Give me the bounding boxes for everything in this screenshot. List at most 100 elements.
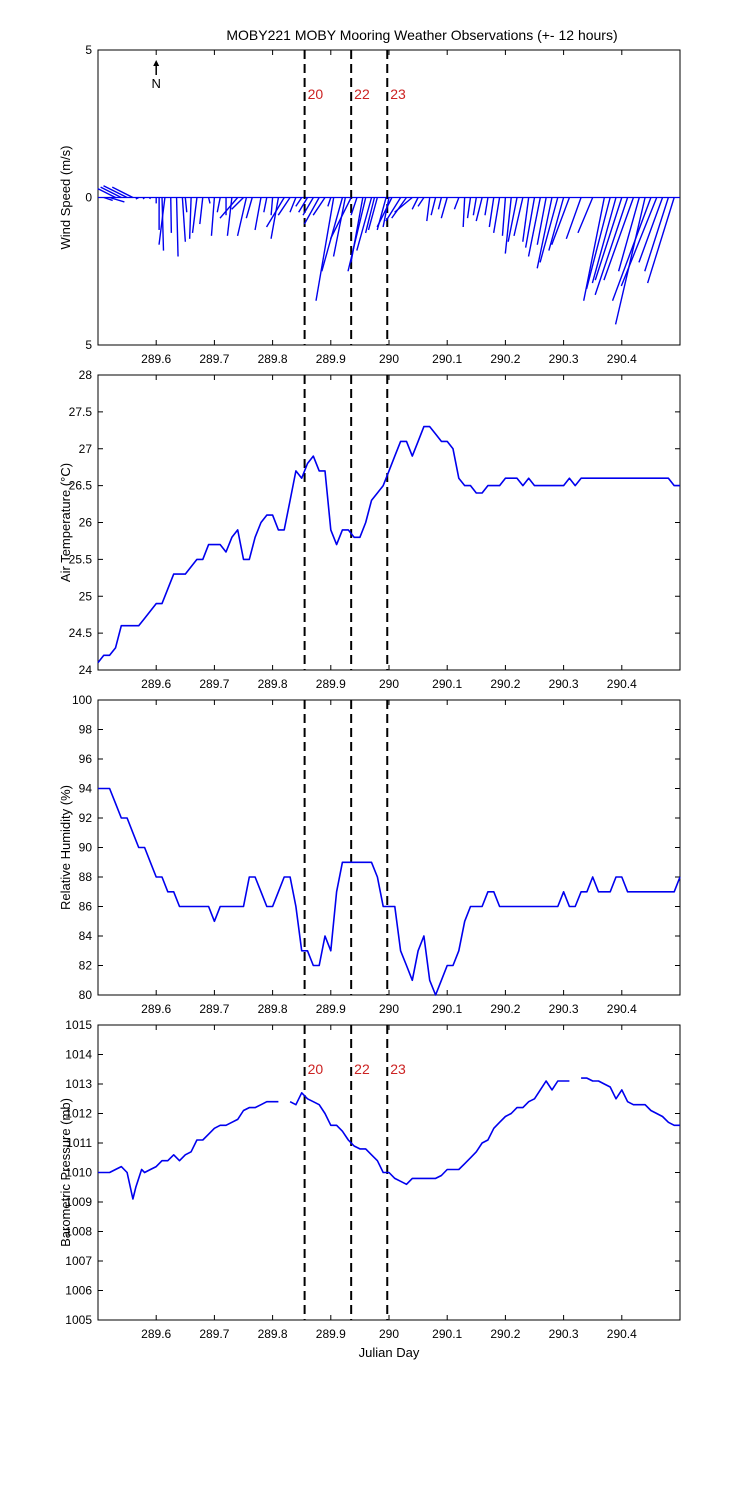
event-marker-label: 20 <box>308 86 324 102</box>
y-axis-label: Relative Humidity (%) <box>58 785 73 910</box>
wind-vector <box>207 197 211 204</box>
x-tick-label: 290.1 <box>432 352 462 366</box>
y-tick-label: 1015 <box>65 1018 92 1032</box>
wind-vector <box>315 197 335 301</box>
wind-vector <box>142 197 146 200</box>
plot-frame <box>97 374 681 671</box>
wind-vector <box>312 197 326 216</box>
wind-vector <box>594 197 629 296</box>
wind-vector <box>236 197 248 237</box>
wind-vector <box>513 197 524 237</box>
event-marker-label: 20 <box>308 1061 324 1077</box>
wind-vector <box>364 197 376 234</box>
wind-vector <box>210 197 216 236</box>
wind-vector <box>551 197 571 245</box>
wind-vector <box>466 197 472 219</box>
x-tick-label: 289.8 <box>258 677 288 691</box>
wind-vector <box>103 196 113 202</box>
wind-vector <box>536 197 547 245</box>
wind-vector <box>216 197 221 213</box>
wind-vector <box>158 197 166 245</box>
x-tick-label: 290.2 <box>490 1002 520 1016</box>
series-line <box>289 1080 570 1186</box>
y-tick-label: 27.5 <box>69 405 93 419</box>
wind-vector <box>472 197 477 216</box>
wind-vector <box>226 197 233 236</box>
y-tick-label: 88 <box>79 870 93 884</box>
x-tick-label: 290.3 <box>549 677 579 691</box>
y-tick-label: 90 <box>79 841 93 855</box>
wind-vector <box>170 197 173 233</box>
x-tick-label: 289.9 <box>316 1327 346 1341</box>
y-tick-label: 26 <box>79 516 93 530</box>
wind-vector <box>97 188 116 199</box>
wind-vector <box>501 197 507 236</box>
north-label: N <box>152 76 161 91</box>
x-tick-label: 290.2 <box>490 677 520 691</box>
wind-vector <box>488 197 495 228</box>
x-tick-label: 289.7 <box>199 1002 229 1016</box>
wind-vector <box>332 197 347 257</box>
y-tick-label: 27 <box>79 442 93 456</box>
wind-vector <box>327 197 332 207</box>
wind-vector <box>382 197 390 228</box>
y-tick-label: 1010 <box>65 1166 92 1180</box>
x-tick-label: 289.9 <box>316 1002 346 1016</box>
y-tick-label: 26.5 <box>69 479 93 493</box>
wind-vector <box>298 197 309 213</box>
wind-vector <box>646 197 675 284</box>
wind-vector <box>289 197 297 213</box>
wind-vector <box>385 197 402 222</box>
wind-vector <box>270 197 274 216</box>
wind-vector <box>437 197 443 210</box>
y-tick-label: 1007 <box>65 1254 92 1268</box>
series-line <box>581 1077 680 1127</box>
y-tick-label: 94 <box>79 782 93 796</box>
wind-vector <box>161 197 165 251</box>
y-tick-label: 1005 <box>65 1313 92 1327</box>
y-tick-label: 24.5 <box>69 626 93 640</box>
relative-humidity-panel: 289.6 289.7 289.8 289.9 290 290.1 290.2 290.3 29… <box>58 693 681 1016</box>
wind-vector <box>585 197 611 290</box>
series-line <box>98 1100 279 1200</box>
y-tick-label: 25.5 <box>69 552 93 566</box>
wind-vector <box>504 197 512 254</box>
wind-vector <box>453 197 460 210</box>
wind-vector <box>644 197 670 272</box>
y-tick-label: 24 <box>79 663 93 677</box>
x-tick-label: 290 <box>379 1327 399 1341</box>
wind-vector <box>199 197 204 225</box>
wind-vector <box>611 197 652 301</box>
wind-vector <box>356 197 373 251</box>
x-tick-label: 289.6 <box>141 1002 171 1016</box>
x-tick-label: 289.6 <box>141 1327 171 1341</box>
y-tick-label: 1013 <box>65 1077 92 1091</box>
y-tick-label: 82 <box>79 959 93 973</box>
x-tick-label: 289.8 <box>258 1327 288 1341</box>
wind-vector <box>522 197 530 242</box>
wind-vector <box>536 197 553 269</box>
wind-vector <box>507 197 518 242</box>
series-line <box>97 425 680 664</box>
event-marker-label: 23 <box>390 1061 406 1077</box>
x-tick-label: 290 <box>379 1002 399 1016</box>
wind-vector <box>181 197 187 242</box>
wind-vector <box>475 197 483 222</box>
wind-vector <box>265 197 285 228</box>
x-tick-label: 290.3 <box>549 352 579 366</box>
wind-vector <box>577 197 594 234</box>
x-tick-label: 290.1 <box>432 677 462 691</box>
x-tick-label: 289.9 <box>316 677 346 691</box>
wind-vector <box>484 197 489 216</box>
wind-vector <box>430 197 437 216</box>
y-tick-label: 1008 <box>65 1225 92 1239</box>
x-tick-label: 289.6 <box>141 677 171 691</box>
wind-vector <box>426 197 431 222</box>
x-tick-label: 289.7 <box>199 352 229 366</box>
x-tick-label: 290.1 <box>432 1002 462 1016</box>
wind-vector <box>594 197 623 281</box>
wind-vector <box>103 185 128 199</box>
event-marker-label: 22 <box>354 1061 370 1077</box>
wind-vector <box>539 197 559 263</box>
